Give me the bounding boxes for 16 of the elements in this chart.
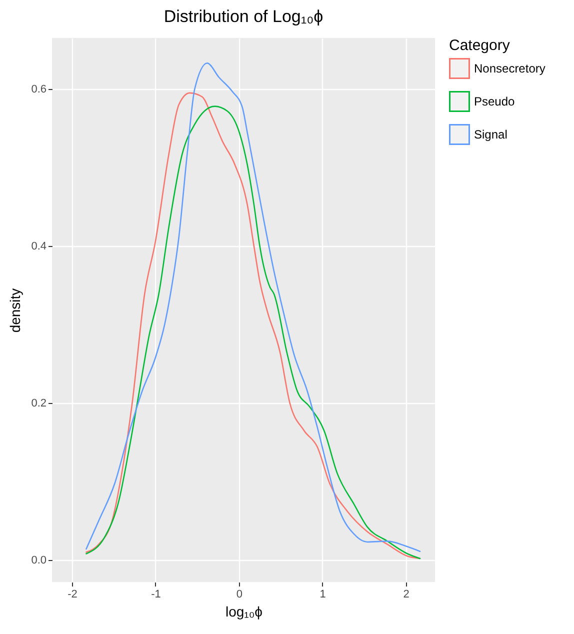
x-tick-label: -1 xyxy=(151,588,161,600)
y-tick-label: 0.2 xyxy=(31,398,46,410)
chart-title: Distribution of Log₁₀ϕ xyxy=(164,7,324,26)
legend-label: Pseudo xyxy=(474,94,516,108)
x-tick-label: 0 xyxy=(236,588,242,600)
legend-label: Signal xyxy=(474,128,508,142)
y-tick-label: 0.0 xyxy=(31,554,46,567)
x-tick-label: 2 xyxy=(403,588,410,600)
x-tick-label: 1 xyxy=(320,588,326,600)
legend-title: Category xyxy=(449,37,510,54)
x-tick-label: -2 xyxy=(68,588,78,600)
y-tick-label: 0.4 xyxy=(31,240,46,253)
y-tick-label: 0.6 xyxy=(31,84,46,96)
y-axis-title: density xyxy=(7,288,24,333)
legend-label: Nonsecretory xyxy=(474,62,546,76)
x-axis-title: log₁₀ϕ xyxy=(225,604,263,620)
